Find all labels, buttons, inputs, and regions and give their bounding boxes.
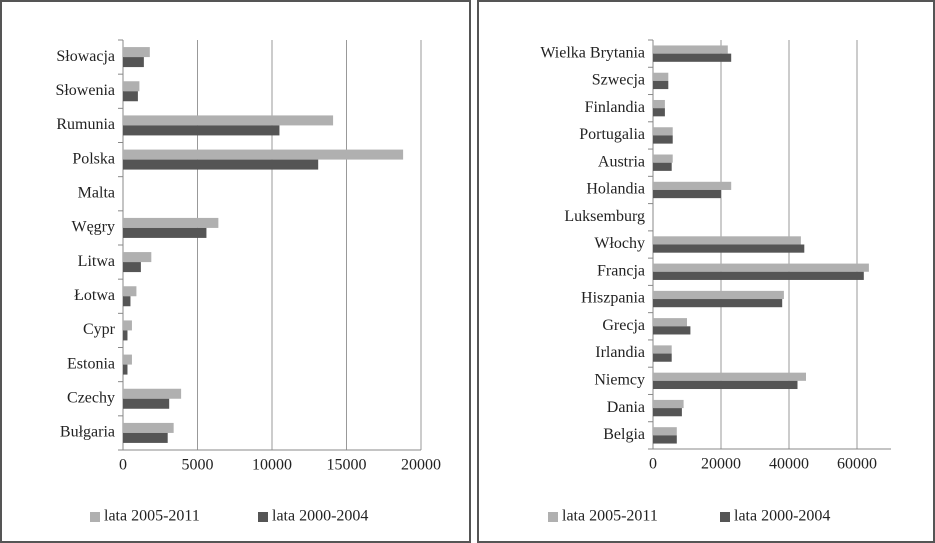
bar — [653, 427, 677, 436]
bar — [653, 99, 665, 109]
bar — [123, 47, 150, 58]
bar — [653, 299, 783, 308]
y-tick-label: Cypr — [83, 321, 116, 338]
bar — [653, 45, 728, 54]
x-tick-label: 20000 — [701, 456, 741, 473]
bar — [653, 318, 687, 327]
bar — [123, 125, 280, 136]
y-tick-label: Austria — [598, 153, 645, 170]
y-tick-label: Czechy — [67, 389, 115, 406]
legend-label: lata 2005-2011 — [562, 508, 658, 525]
bar — [123, 262, 141, 273]
x-tick-label: 20000 — [401, 457, 441, 474]
x-tick-label: 60000 — [837, 456, 877, 473]
bar — [123, 252, 152, 263]
bar — [123, 388, 182, 399]
y-tick-label: Estonia — [67, 355, 115, 372]
y-tick-label: Malta — [78, 184, 115, 201]
bar — [123, 364, 128, 375]
bar — [123, 159, 319, 170]
bar — [653, 244, 805, 253]
y-tick-label: Niemcy — [594, 372, 645, 389]
y-tick-label: Słowenia — [55, 82, 115, 99]
bar — [123, 57, 144, 68]
bar — [653, 53, 732, 62]
bar — [653, 345, 672, 354]
bar — [653, 154, 673, 163]
bar — [653, 372, 806, 381]
y-tick-label: Luksemburg — [564, 208, 645, 225]
y-tick-label: Grecja — [602, 317, 645, 334]
y-tick-label: Finlandia — [585, 99, 645, 116]
y-tick-label: Holandia — [586, 181, 645, 198]
bar — [123, 432, 168, 443]
y-tick-label: Irlandia — [595, 344, 645, 361]
bar — [653, 380, 798, 390]
legend-swatch — [258, 512, 268, 522]
bar — [653, 181, 732, 190]
bar — [653, 408, 682, 417]
bar — [123, 330, 128, 341]
bar — [653, 72, 669, 81]
x-tick-label: 0 — [119, 457, 127, 474]
y-tick-label: Portugalia — [579, 126, 645, 143]
y-tick-label: Hiszpania — [581, 290, 645, 307]
y-tick-label: Wielka Brytania — [540, 44, 645, 61]
bar — [123, 398, 170, 409]
bar — [653, 189, 721, 199]
y-tick-label: Dania — [607, 399, 645, 416]
x-tick-label: 10000 — [252, 457, 292, 474]
right-panel — [477, 0, 935, 543]
legend-label: lata 2000-2004 — [272, 508, 368, 525]
legend-label: lata 2005-2011 — [104, 508, 200, 525]
y-tick-label: Włochy — [594, 235, 645, 252]
y-tick-label: Belgia — [603, 426, 645, 443]
bar — [653, 127, 673, 136]
y-tick-label: Bułgaria — [60, 424, 115, 441]
y-tick-label: Polska — [72, 150, 115, 167]
bar — [123, 286, 137, 297]
bar — [653, 271, 864, 280]
bar — [123, 217, 219, 228]
bar — [653, 162, 672, 171]
x-tick-label: 40000 — [769, 456, 809, 473]
bar — [123, 296, 131, 307]
y-tick-label: Litwa — [78, 253, 115, 270]
y-tick-label: Szwecja — [592, 72, 645, 89]
legend-swatch — [548, 512, 558, 522]
bar — [123, 91, 138, 102]
y-tick-label: Węgry — [71, 219, 115, 236]
bar — [653, 435, 677, 444]
bar — [123, 81, 140, 92]
bar — [653, 108, 665, 117]
bar — [653, 135, 673, 144]
bar — [123, 149, 404, 160]
bar — [653, 290, 784, 300]
bar — [653, 236, 801, 245]
y-tick-label: Łotwa — [74, 287, 115, 304]
legend-label: lata 2000-2004 — [734, 508, 830, 525]
y-tick-label: Rumunia — [56, 116, 115, 133]
bar — [123, 354, 132, 365]
bar — [653, 80, 669, 90]
legend-swatch — [720, 512, 730, 522]
bar — [653, 353, 672, 362]
bar — [123, 227, 207, 238]
bar — [123, 422, 174, 433]
bar — [653, 399, 684, 409]
bar — [123, 115, 334, 126]
y-tick-label: Francja — [597, 262, 645, 279]
y-tick-label: Słowacja — [56, 48, 115, 65]
bar — [653, 326, 691, 335]
x-tick-label: 0 — [649, 456, 657, 473]
bar — [653, 263, 869, 272]
legend-swatch — [90, 512, 100, 522]
x-tick-label: 5000 — [182, 457, 214, 474]
x-tick-label: 15000 — [327, 457, 367, 474]
bar — [123, 320, 132, 331]
left-panel — [0, 0, 471, 543]
